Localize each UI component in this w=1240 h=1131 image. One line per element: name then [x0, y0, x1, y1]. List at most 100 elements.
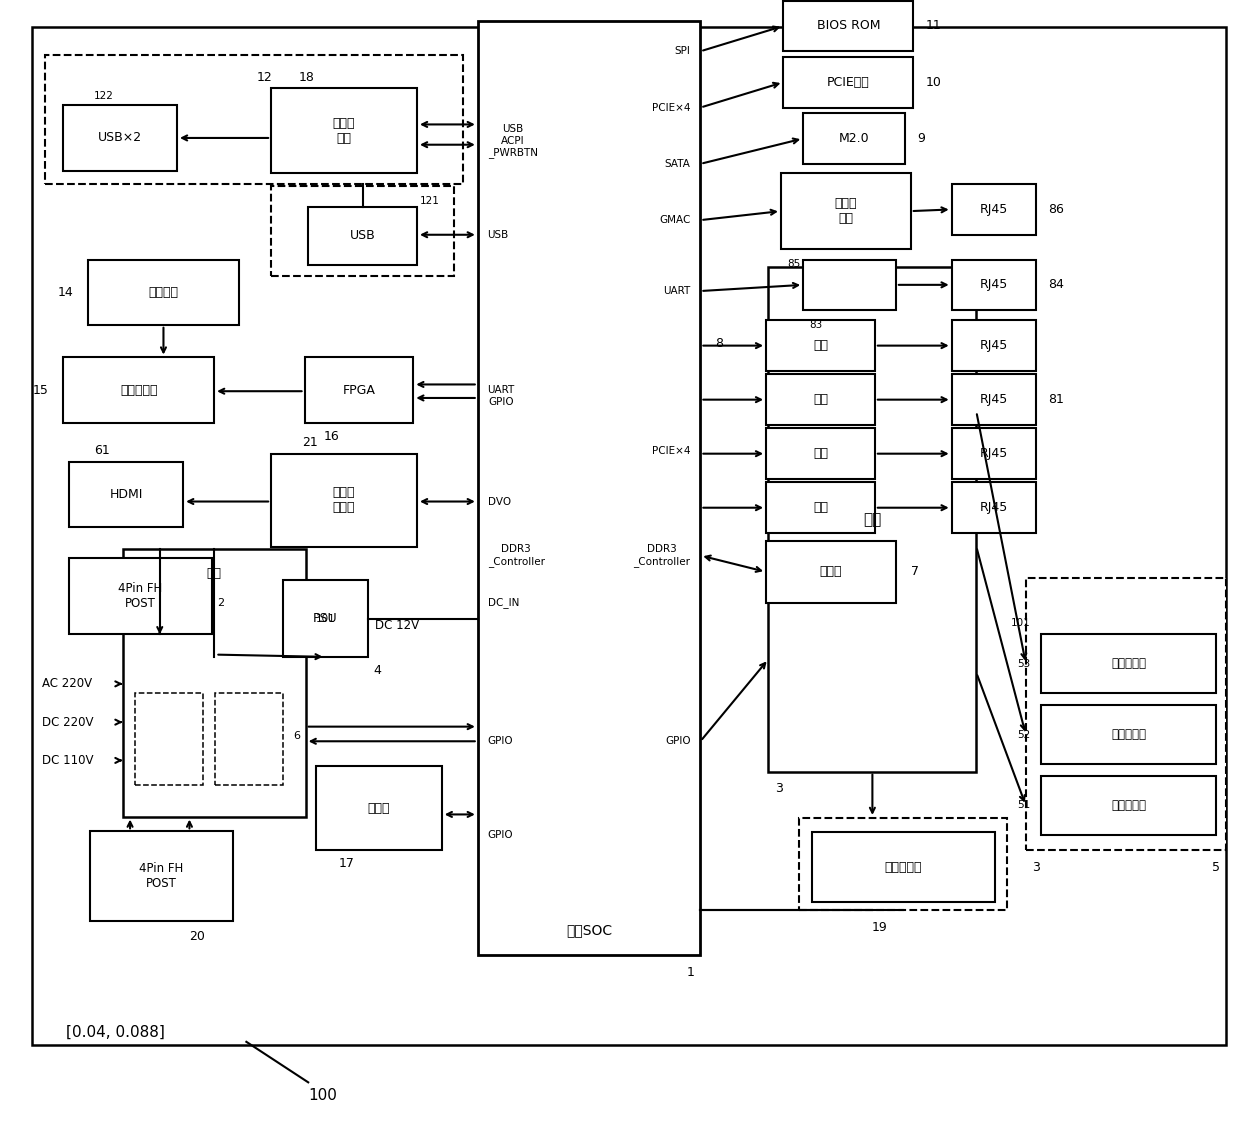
- Text: GMAC: GMAC: [660, 215, 691, 225]
- Bar: [766, 429, 875, 480]
- Bar: [272, 88, 417, 173]
- Text: 53: 53: [1018, 658, 1030, 668]
- Text: 2: 2: [217, 598, 224, 607]
- Text: 85: 85: [787, 259, 800, 269]
- Text: USB: USB: [350, 230, 376, 242]
- Text: USB: USB: [487, 230, 508, 240]
- Text: 101: 101: [1011, 618, 1030, 628]
- Text: 5: 5: [1211, 861, 1220, 874]
- Text: [0.04, 0.088]: [0.04, 0.088]: [66, 1025, 165, 1039]
- Bar: [1040, 776, 1216, 835]
- Text: 4Pin FH
POST: 4Pin FH POST: [139, 862, 184, 890]
- Bar: [766, 541, 897, 603]
- Text: DC_IN: DC_IN: [487, 597, 520, 608]
- Bar: [812, 832, 994, 903]
- Text: RJ45: RJ45: [980, 447, 1008, 460]
- Text: DC 12V: DC 12V: [374, 619, 419, 632]
- Text: SPI: SPI: [675, 46, 691, 57]
- Bar: [781, 173, 910, 249]
- Text: 6: 6: [294, 731, 300, 741]
- Bar: [800, 818, 1007, 910]
- Text: 看门狗: 看门狗: [367, 802, 391, 814]
- Text: 错误指示灯: 错误指示灯: [1111, 728, 1146, 741]
- Text: 网卡: 网卡: [813, 501, 828, 515]
- Text: GPIO: GPIO: [665, 736, 691, 746]
- Bar: [951, 429, 1035, 480]
- Text: 10: 10: [925, 76, 941, 88]
- Bar: [766, 483, 875, 533]
- Text: 21: 21: [303, 437, 317, 449]
- Text: AC 220V: AC 220V: [42, 677, 92, 690]
- Text: 83: 83: [810, 320, 822, 330]
- Text: 端口物
理层: 端口物 理层: [835, 197, 857, 225]
- Bar: [951, 184, 1035, 235]
- Text: DDR3
_Controller: DDR3 _Controller: [634, 544, 691, 567]
- Text: 52: 52: [1018, 729, 1030, 740]
- Bar: [316, 766, 441, 851]
- Bar: [135, 693, 203, 785]
- Text: 龙芯SOC: 龙芯SOC: [565, 923, 613, 938]
- Text: 工作指示灯: 工作指示灯: [1111, 798, 1146, 812]
- Bar: [123, 549, 306, 817]
- Text: 3: 3: [1032, 861, 1040, 874]
- Text: 100: 100: [309, 1088, 337, 1104]
- Text: 101: 101: [316, 614, 335, 623]
- Text: 网卡: 网卡: [813, 339, 828, 352]
- Text: 8: 8: [715, 337, 723, 351]
- Text: HDMI: HDMI: [109, 489, 143, 501]
- Bar: [784, 57, 913, 107]
- Bar: [63, 357, 215, 423]
- Text: UART: UART: [663, 286, 691, 296]
- Text: 19: 19: [872, 921, 888, 933]
- Text: 1: 1: [687, 966, 694, 978]
- Text: UART
GPIO: UART GPIO: [487, 385, 515, 406]
- Bar: [804, 113, 904, 164]
- Text: 12: 12: [257, 70, 272, 84]
- Bar: [91, 831, 233, 922]
- Text: PCIE×4: PCIE×4: [652, 446, 691, 456]
- Text: 3: 3: [775, 782, 782, 795]
- Bar: [1040, 634, 1216, 693]
- Text: 报警指示灯: 报警指示灯: [1111, 657, 1146, 670]
- Bar: [784, 1, 913, 51]
- Text: 网络指示灯: 网络指示灯: [884, 861, 923, 874]
- Bar: [88, 259, 239, 325]
- Text: 18: 18: [299, 70, 314, 84]
- Text: 11: 11: [925, 19, 941, 33]
- Bar: [766, 320, 875, 371]
- Text: 20: 20: [190, 930, 206, 942]
- Text: PSU: PSU: [314, 612, 337, 625]
- Text: 121: 121: [419, 196, 439, 206]
- Text: 电平转换器: 电平转换器: [120, 383, 157, 397]
- Text: RJ45: RJ45: [980, 339, 1008, 352]
- Text: 17: 17: [339, 857, 355, 871]
- Text: M2.0: M2.0: [838, 132, 869, 145]
- Text: 输入输
出板: 输入输 出板: [332, 116, 356, 145]
- Bar: [69, 463, 184, 527]
- Bar: [284, 580, 367, 657]
- Bar: [766, 374, 875, 425]
- Text: 15: 15: [32, 383, 48, 397]
- Text: USB
ACPI
_PWRBTN: USB ACPI _PWRBTN: [487, 124, 538, 158]
- Text: FPGA: FPGA: [342, 383, 376, 397]
- Text: 内存槽: 内存槽: [820, 566, 842, 578]
- Bar: [309, 207, 417, 265]
- Bar: [272, 187, 454, 276]
- Text: 4: 4: [373, 664, 382, 676]
- Text: 122: 122: [94, 92, 114, 102]
- Text: 84: 84: [1048, 278, 1064, 292]
- Bar: [769, 267, 976, 771]
- Text: DVO: DVO: [487, 497, 511, 507]
- Bar: [804, 259, 897, 310]
- Text: 51: 51: [1018, 801, 1030, 811]
- Bar: [1040, 706, 1216, 763]
- Text: 4Pin FH
POST: 4Pin FH POST: [119, 582, 162, 610]
- Bar: [951, 374, 1035, 425]
- Bar: [1025, 578, 1226, 851]
- Bar: [63, 105, 177, 171]
- Bar: [305, 357, 413, 423]
- Text: RJ45: RJ45: [980, 278, 1008, 292]
- Bar: [951, 259, 1035, 310]
- Text: PCIE×4: PCIE×4: [652, 103, 691, 113]
- Text: 61: 61: [94, 444, 110, 457]
